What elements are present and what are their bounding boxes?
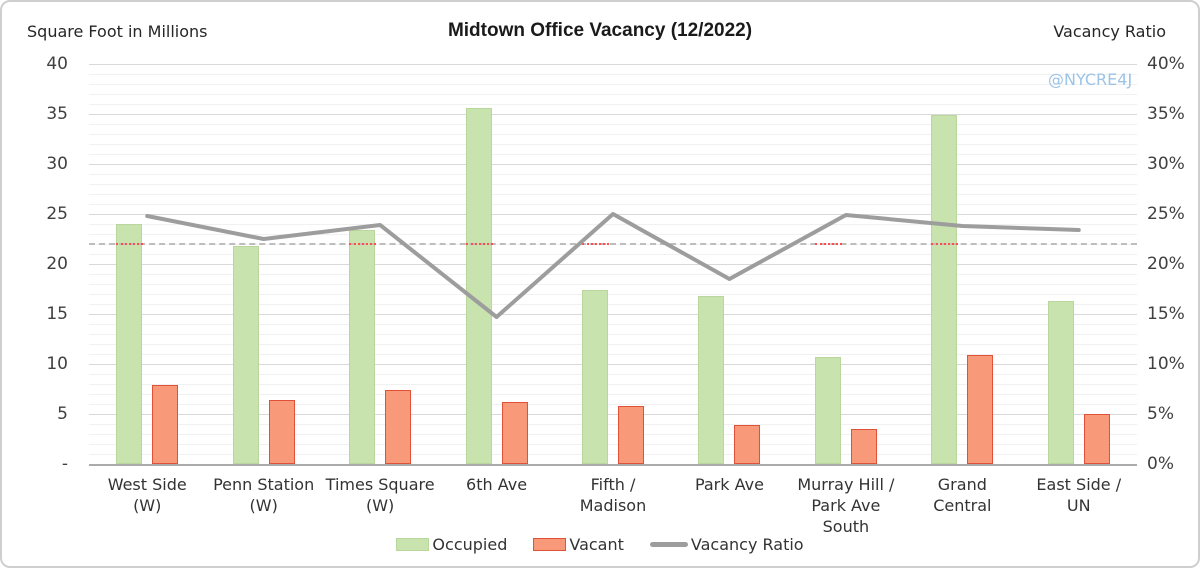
reference-line-red-mark: [931, 243, 959, 245]
vacant-bar: [850, 429, 877, 464]
reference-line-red-mark: [349, 243, 377, 245]
y-tick-label-right: 40%: [1147, 54, 1185, 74]
vacancy-ratio-line: [145, 212, 1081, 319]
legend-line-swatch: [649, 542, 688, 547]
x-category-label: 6th Ave: [466, 475, 528, 494]
y-tick-label-left: 40: [46, 54, 68, 74]
vacant-bar: [967, 355, 994, 464]
occupied-bar: [814, 357, 841, 464]
y-tick-label-right: 25%: [1147, 204, 1185, 224]
legend-item: Vacancy Ratio: [649, 535, 804, 554]
occupied-bar: [116, 224, 143, 464]
plot-area: [89, 64, 1137, 466]
left-axis-title: Square Foot in Millions: [27, 22, 208, 41]
occupied-bar: [698, 296, 725, 464]
x-category-label: West Side (W): [107, 475, 187, 515]
x-category-label: Penn Station (W): [213, 475, 315, 515]
y-tick-label-left: 25: [46, 204, 68, 224]
occupied-bar: [232, 246, 259, 464]
y-tick-label-right: 0%: [1147, 454, 1174, 474]
occupied-bar: [931, 115, 958, 464]
legend-label: Vacant: [569, 535, 624, 554]
legend-item: Vacant: [533, 535, 624, 554]
y-tick-label-right: 5%: [1147, 404, 1174, 424]
x-category-label: Park Ave: [694, 475, 764, 494]
y-tick-label-right: 20%: [1147, 254, 1185, 274]
vacant-bar: [152, 385, 179, 464]
reference-line-red-mark: [116, 243, 144, 245]
y-tick-label-right: 10%: [1147, 354, 1185, 374]
y-tick-label-left: 20: [46, 254, 68, 274]
reference-line: [89, 243, 1137, 245]
vacant-bar: [385, 390, 412, 464]
right-axis-title: Vacancy Ratio: [1053, 22, 1166, 41]
occupied-bar: [1047, 301, 1074, 464]
x-category-label: East Side / UN: [1036, 475, 1122, 515]
y-tick-label-left: 35: [46, 104, 68, 124]
chart-legend: Occupied Vacant Vacancy Ratio: [2, 535, 1198, 554]
vacant-bar: [268, 400, 295, 464]
x-category-label: Times Square (W): [325, 475, 435, 515]
occupied-bar: [349, 230, 376, 464]
occupied-bar: [582, 290, 608, 464]
vacant-bar: [618, 406, 644, 464]
y-tick-label-left: -: [61, 454, 68, 474]
y-tick-label-left: 10: [46, 354, 68, 374]
reference-line-red-mark: [465, 243, 493, 245]
x-category-label: Fifth / Madison: [579, 475, 647, 515]
vacant-bar: [734, 425, 761, 464]
legend-swatch-vacant: [533, 538, 567, 551]
reference-line-red-mark: [814, 243, 842, 245]
y-tick-label-right: 30%: [1147, 154, 1185, 174]
legend-swatch-occupied: [396, 538, 430, 551]
x-category-label: Murray Hill / Park Ave South: [797, 475, 895, 536]
legend-label: Occupied: [432, 535, 508, 554]
vacant-bar: [1083, 414, 1110, 464]
x-category-label: Grand Central: [933, 475, 992, 515]
y-tick-label-right: 15%: [1147, 304, 1185, 324]
reference-line-red-mark: [582, 243, 609, 245]
chart-title: Midtown Office Vacancy (12/2022): [447, 20, 753, 41]
y-tick-label-left: 30: [46, 154, 68, 174]
y-tick-label-right: 35%: [1147, 104, 1185, 124]
y-tick-label-left: 15: [46, 304, 68, 324]
occupied-bar: [465, 108, 492, 464]
legend-label: Vacancy Ratio: [690, 535, 804, 554]
vacant-bar: [501, 402, 528, 464]
y-tick-label-left: 5: [57, 404, 68, 424]
legend-item: Occupied: [396, 535, 507, 554]
watermark: @NYCRE4J: [1048, 70, 1133, 89]
